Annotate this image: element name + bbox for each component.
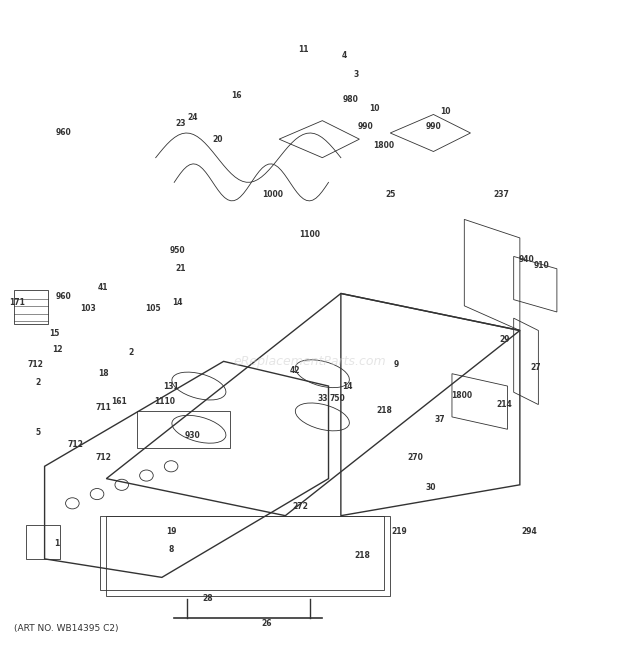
Text: 30: 30 [425, 483, 436, 492]
Text: 910: 910 [534, 261, 549, 270]
Text: 1: 1 [55, 539, 60, 548]
Text: 2: 2 [36, 379, 41, 387]
Text: 171: 171 [9, 298, 25, 307]
Bar [137, 410, 230, 447]
Text: 37: 37 [434, 416, 445, 424]
Text: 214: 214 [497, 400, 512, 409]
Text: 105: 105 [145, 305, 161, 313]
Text: 42: 42 [290, 366, 300, 375]
Text: 980: 980 [342, 95, 358, 104]
Text: 18: 18 [98, 369, 108, 378]
Text: 218: 218 [355, 551, 370, 561]
Text: 33: 33 [317, 394, 327, 403]
Text: 1100: 1100 [299, 230, 321, 239]
Text: 930: 930 [185, 431, 201, 440]
Text: 219: 219 [392, 527, 407, 535]
Text: 103: 103 [80, 305, 95, 313]
Text: 990: 990 [358, 122, 373, 132]
Text: 11: 11 [299, 45, 309, 54]
Text: 28: 28 [203, 594, 213, 603]
Text: 16: 16 [231, 91, 241, 100]
Text: 272: 272 [293, 502, 309, 511]
Text: 15: 15 [48, 329, 59, 338]
Text: 270: 270 [407, 453, 423, 461]
Text: 960: 960 [55, 128, 71, 137]
Text: 711: 711 [95, 403, 111, 412]
Text: 14: 14 [342, 381, 352, 391]
Text: 1800: 1800 [373, 141, 394, 150]
Text: (ART NO. WB14395 C2): (ART NO. WB14395 C2) [14, 624, 118, 633]
Text: 12: 12 [51, 344, 62, 354]
Text: eReplacementParts.com: eReplacementParts.com [234, 355, 386, 368]
Bar [14, 290, 48, 325]
Text: 1110: 1110 [154, 397, 175, 406]
Text: 3: 3 [353, 70, 359, 79]
Text: 41: 41 [98, 283, 108, 292]
Text: 19: 19 [166, 527, 176, 535]
Text: 294: 294 [521, 527, 537, 535]
Text: 24: 24 [187, 113, 198, 122]
Text: 131: 131 [163, 381, 179, 391]
Text: 2: 2 [128, 348, 134, 356]
Text: 8: 8 [169, 545, 174, 554]
Text: 712: 712 [68, 440, 84, 449]
Text: 10: 10 [370, 104, 380, 113]
Text: 14: 14 [172, 298, 182, 307]
Text: 960: 960 [55, 292, 71, 301]
Text: 950: 950 [169, 246, 185, 254]
Text: 1000: 1000 [262, 190, 283, 199]
Text: 940: 940 [518, 255, 534, 264]
Text: 750: 750 [330, 394, 346, 403]
Text: 25: 25 [385, 190, 396, 199]
Text: 1800: 1800 [451, 391, 472, 400]
Text: 218: 218 [376, 407, 392, 415]
Text: 29: 29 [499, 335, 510, 344]
Text: 4: 4 [342, 52, 347, 60]
Text: 9: 9 [394, 360, 399, 369]
Text: 23: 23 [175, 119, 185, 128]
Text: 10: 10 [441, 107, 451, 116]
Text: 237: 237 [494, 190, 509, 199]
Text: 20: 20 [212, 135, 223, 143]
Text: 990: 990 [425, 122, 441, 132]
Text: 5: 5 [36, 428, 41, 437]
Text: 26: 26 [262, 619, 272, 628]
Bar [26, 525, 60, 559]
Text: 161: 161 [111, 397, 126, 406]
Text: 712: 712 [95, 453, 111, 461]
Text: 27: 27 [530, 363, 541, 372]
Text: 21: 21 [175, 264, 185, 273]
Text: 712: 712 [27, 360, 43, 369]
